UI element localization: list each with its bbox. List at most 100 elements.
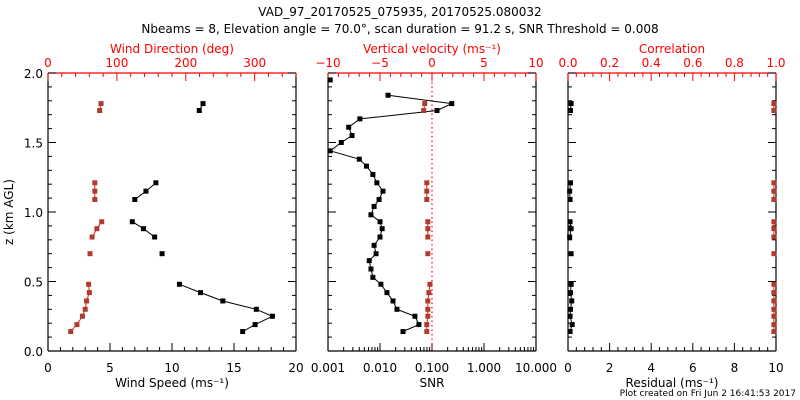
data-point bbox=[86, 281, 92, 287]
x-bottom-tick-label: 0.001 bbox=[311, 361, 345, 375]
data-point bbox=[366, 258, 372, 264]
x-bottom-tick-label: 0.100 bbox=[415, 361, 449, 375]
y-axis-label: z (km AGL) bbox=[2, 179, 16, 245]
x-top-tick-label: −10 bbox=[315, 56, 340, 70]
data-point bbox=[378, 281, 384, 287]
data-point bbox=[771, 306, 777, 312]
data-point bbox=[153, 180, 159, 186]
data-point bbox=[771, 322, 777, 328]
data-point bbox=[400, 329, 406, 335]
data-point bbox=[567, 313, 573, 319]
data-point bbox=[567, 180, 573, 186]
data-point bbox=[338, 140, 344, 145]
data-point bbox=[68, 329, 74, 335]
data-point bbox=[89, 234, 95, 240]
data-point bbox=[374, 180, 380, 186]
data-point bbox=[84, 298, 90, 304]
data-point bbox=[368, 212, 374, 218]
data-point bbox=[568, 101, 574, 107]
data-point bbox=[196, 108, 202, 114]
data-point bbox=[379, 226, 385, 232]
y-tick-label: 0.5 bbox=[24, 276, 43, 290]
x-bottom-tick-label: 15 bbox=[226, 361, 241, 375]
data-point bbox=[94, 226, 100, 232]
data-point bbox=[370, 274, 376, 280]
data-point bbox=[385, 92, 391, 98]
x-bottom-tick-label: 6 bbox=[689, 361, 697, 375]
data-point bbox=[253, 306, 259, 312]
x-top-tick-label: 0.2 bbox=[600, 56, 619, 70]
data-point bbox=[327, 77, 333, 83]
data-point bbox=[425, 298, 431, 304]
data-point bbox=[377, 219, 383, 225]
x-bottom-tick-label: 0.010 bbox=[363, 361, 397, 375]
data-point bbox=[412, 313, 418, 319]
x-top-tick-label: 0.4 bbox=[642, 56, 661, 70]
data-point bbox=[327, 148, 333, 154]
data-point bbox=[92, 188, 98, 194]
data-point bbox=[771, 313, 777, 319]
x-bottom-axis-label: SNR bbox=[420, 376, 445, 390]
data-point bbox=[424, 322, 430, 328]
data-point bbox=[569, 298, 575, 304]
data-point bbox=[92, 180, 98, 186]
data-point bbox=[159, 251, 165, 257]
data-point bbox=[356, 156, 362, 162]
x-top-tick-label: 0.6 bbox=[683, 56, 702, 70]
data-point bbox=[269, 313, 275, 319]
x-bottom-tick-label: 10 bbox=[768, 361, 783, 375]
data-point bbox=[425, 219, 431, 225]
data-point bbox=[567, 108, 573, 114]
data-point bbox=[771, 196, 777, 202]
data-point bbox=[377, 234, 383, 240]
x-top-tick-label: 0 bbox=[428, 56, 436, 70]
data-point bbox=[384, 290, 390, 296]
data-point bbox=[567, 188, 573, 194]
y-tick-label: 0.0 bbox=[24, 345, 43, 359]
data-point bbox=[771, 234, 777, 240]
series-residual bbox=[567, 101, 575, 335]
figure-subtitle: Nbeams = 8, Elevation angle = 70.0°, sca… bbox=[141, 22, 658, 36]
series-vertical-velocity bbox=[421, 101, 433, 335]
data-point bbox=[373, 251, 379, 257]
panel-residual: 0 2 4 6 8 10 Residual (ms⁻¹) 0.0 0.2 0.4 0.6 0.8 1.0… bbox=[558, 42, 785, 390]
x-bottom-tick-label: 4 bbox=[647, 361, 655, 375]
data-point bbox=[92, 196, 98, 202]
figure-title: VAD_97_20170525_075935, 20170525.080032 bbox=[258, 5, 541, 19]
data-point bbox=[371, 242, 377, 248]
x-top-tick-label: 5 bbox=[480, 56, 488, 70]
data-point bbox=[568, 251, 574, 257]
data-point bbox=[567, 306, 573, 312]
data-point bbox=[357, 116, 363, 122]
data-point bbox=[425, 234, 431, 240]
data-point bbox=[771, 290, 777, 296]
data-point bbox=[376, 196, 382, 202]
panel-snr: 0.001 0.010 0.100 1.000 10.000 SNR −10 −5 0 5 10 Ve… bbox=[311, 42, 557, 390]
data-point bbox=[152, 234, 158, 240]
data-point bbox=[424, 188, 430, 194]
data-point bbox=[425, 226, 431, 232]
data-point bbox=[371, 203, 377, 209]
series-line-segment bbox=[329, 94, 454, 332]
data-point bbox=[424, 329, 430, 335]
data-point bbox=[424, 196, 430, 202]
data-point bbox=[771, 251, 777, 257]
data-point bbox=[771, 180, 777, 186]
data-point bbox=[252, 322, 258, 328]
data-point bbox=[97, 108, 103, 114]
data-point bbox=[200, 101, 206, 107]
x-bottom-axis-label: Wind Speed (ms⁻¹) bbox=[115, 376, 229, 390]
x-bottom-tick-label: 8 bbox=[731, 361, 739, 375]
x-top-tick-label: 0.0 bbox=[558, 56, 577, 70]
data-point bbox=[370, 171, 376, 177]
x-bottom-axis-label: Residual (ms⁻¹) bbox=[626, 376, 719, 390]
data-point bbox=[771, 329, 777, 335]
data-point bbox=[416, 322, 422, 328]
data-point bbox=[176, 281, 182, 287]
data-point bbox=[424, 180, 430, 186]
data-point bbox=[771, 101, 777, 107]
data-point bbox=[368, 266, 374, 272]
data-point bbox=[427, 281, 433, 287]
